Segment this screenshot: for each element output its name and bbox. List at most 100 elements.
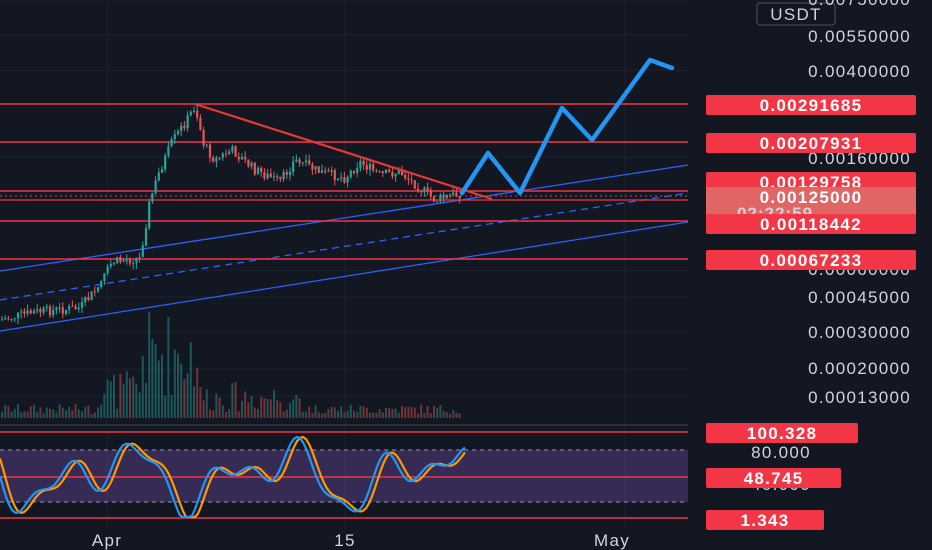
volume-bar xyxy=(266,399,269,418)
candle-body xyxy=(269,173,272,178)
candle-body xyxy=(167,146,170,156)
projection-path[interactable] xyxy=(459,57,675,196)
oscillator-k-line xyxy=(0,435,466,519)
level-tag-bg xyxy=(706,214,916,234)
candle-body xyxy=(458,196,461,199)
candle-body xyxy=(32,310,36,314)
candle-body xyxy=(36,309,39,311)
volume-bar xyxy=(17,404,19,418)
candle-body xyxy=(116,257,119,264)
candle-body xyxy=(260,167,263,173)
volume-bar xyxy=(183,379,186,418)
candle-body xyxy=(106,266,109,274)
price-axis[interactable]: USDT 0.00750000 0.00550000 0.00400000 0.001… xyxy=(706,0,916,530)
volume-bar xyxy=(228,409,231,418)
time-axis[interactable]: Apr 15 May xyxy=(92,531,630,550)
volume-bar xyxy=(218,397,221,418)
price-tick-label: 0.00030000 xyxy=(808,323,911,342)
candle-body xyxy=(308,160,311,165)
channel-middle-line[interactable] xyxy=(0,192,689,301)
candle-body xyxy=(336,178,340,181)
volume-bar xyxy=(196,367,199,418)
oscillator-level-tag: 1.343 xyxy=(740,511,789,530)
candle-body xyxy=(368,163,372,170)
volume-bar xyxy=(285,409,288,418)
volume-bar xyxy=(420,404,423,418)
volume-bar xyxy=(202,400,205,418)
volume-bar xyxy=(231,383,234,418)
candle-body xyxy=(48,306,52,316)
channel-upper-line[interactable] xyxy=(0,164,689,272)
volume-bar xyxy=(125,371,128,418)
candle-body xyxy=(64,309,68,314)
candle-body xyxy=(320,170,324,173)
volume-bar xyxy=(225,411,227,418)
candle-body xyxy=(314,166,317,170)
volume-bar xyxy=(458,413,461,418)
volume-bar xyxy=(327,409,330,418)
volume-bar xyxy=(317,412,320,418)
volume-bar xyxy=(292,399,295,418)
candle-body xyxy=(327,170,330,172)
price-tick-label: 0.00400000 xyxy=(808,62,911,81)
candle-body xyxy=(173,134,176,139)
volume-bar xyxy=(426,405,429,418)
candle-body xyxy=(7,318,10,320)
candle-body xyxy=(109,263,112,267)
candle-body xyxy=(365,164,368,170)
candle-body xyxy=(205,144,208,146)
price-tick-label: 0.00020000 xyxy=(808,359,911,378)
time-tick-label: Apr xyxy=(92,531,122,550)
volume-bar xyxy=(455,412,458,418)
candle-body xyxy=(228,151,231,155)
candle-body xyxy=(13,318,16,320)
volume-bar xyxy=(273,390,275,418)
candle-body xyxy=(29,310,32,314)
volume-bar xyxy=(77,409,80,418)
volume-bar xyxy=(61,407,64,418)
candle-body xyxy=(304,160,308,163)
candle-body xyxy=(439,194,442,202)
candle-body xyxy=(77,307,80,310)
candle-body xyxy=(311,164,314,170)
volume-bar xyxy=(113,374,115,418)
volume-bar xyxy=(295,394,298,418)
candle-body xyxy=(68,306,71,310)
candle-body xyxy=(330,170,333,172)
volume-bar xyxy=(4,405,7,418)
volume-bar xyxy=(221,405,224,418)
candle-body xyxy=(39,309,42,313)
volume-bar xyxy=(161,354,163,418)
price-tick-label: 0.00013000 xyxy=(808,388,911,407)
volume-bar xyxy=(10,411,13,418)
volume-bar xyxy=(74,404,77,418)
volume-bar xyxy=(311,413,314,418)
volume-bar xyxy=(20,412,23,418)
candle-body xyxy=(333,170,336,181)
candle-body xyxy=(397,169,400,174)
volume-bar xyxy=(97,407,99,418)
volume-bars xyxy=(1,311,461,418)
currency-label-box[interactable] xyxy=(756,2,836,26)
candle-body xyxy=(23,311,26,314)
candle-body xyxy=(180,125,183,131)
volume-bar xyxy=(330,407,333,418)
candle-body xyxy=(100,281,103,288)
candle-body xyxy=(263,172,266,179)
channel-lower-line[interactable] xyxy=(0,221,689,332)
candle-body xyxy=(416,188,420,192)
volume-bar xyxy=(237,411,240,418)
candle-body xyxy=(362,160,365,165)
resistance-trendline[interactable] xyxy=(194,102,493,201)
volume-bar xyxy=(7,406,10,418)
candle-body xyxy=(349,170,352,177)
volume-bar xyxy=(433,405,435,418)
volume-bar xyxy=(36,411,39,418)
volume-bar xyxy=(29,406,32,418)
candle-body xyxy=(199,117,202,130)
candle-body xyxy=(154,180,157,193)
level-tag: 0.00291685 xyxy=(760,96,863,115)
volume-bar xyxy=(180,363,183,418)
